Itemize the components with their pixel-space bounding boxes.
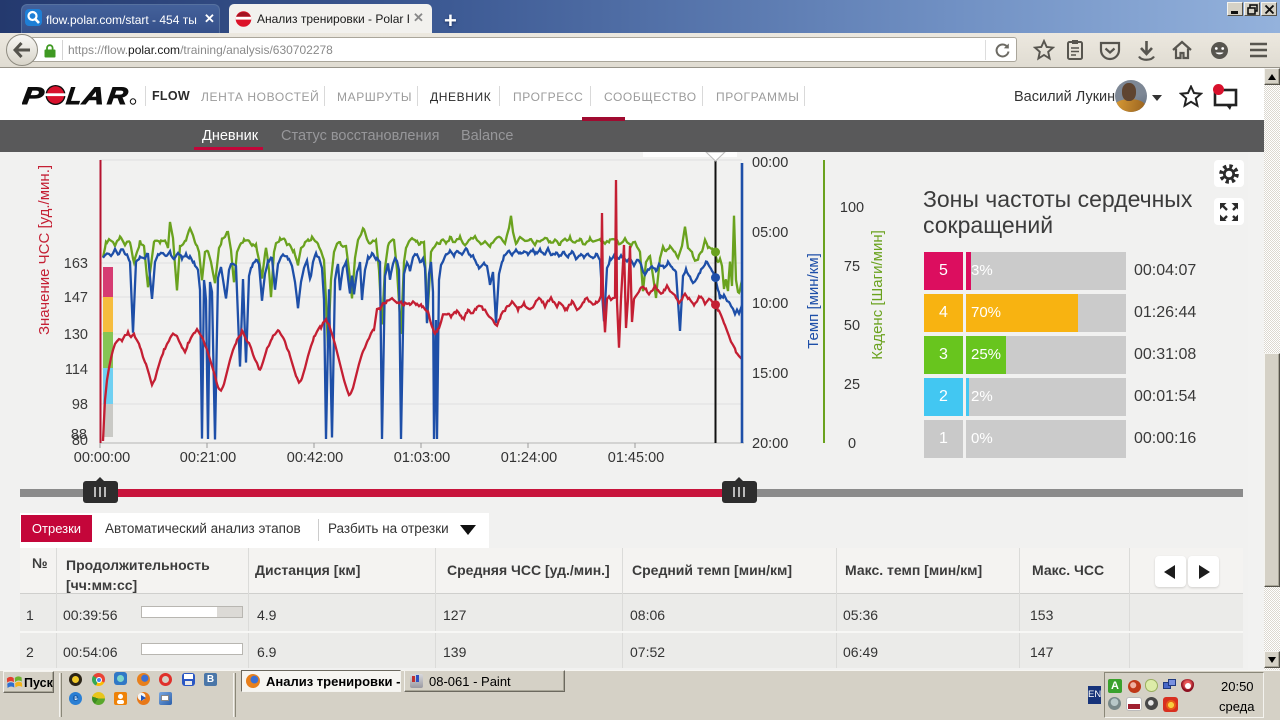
svg-text:15:00: 15:00 [752,366,788,382]
svg-text:01:03:00: 01:03:00 [394,450,450,466]
svg-text:50: 50 [844,318,860,334]
svg-text:25: 25 [844,377,860,393]
svg-text:00:00: 00:00 [752,155,788,171]
svg-text:01:45:00: 01:45:00 [608,450,664,466]
svg-text:88: 88 [71,427,87,443]
svg-text:98: 98 [72,397,88,413]
svg-text:0: 0 [848,436,856,452]
svg-text:00:00:00: 00:00:00 [74,450,130,466]
svg-text:Каденс [Шаги/мин]: Каденс [Шаги/мин] [869,230,886,360]
svg-text:147: 147 [64,290,88,306]
svg-text:Темп [мин/км]: Темп [мин/км] [805,253,822,349]
svg-text:Значение ЧСС [уд./мин.]: Значение ЧСС [уд./мин.] [36,165,53,335]
svg-text:L: L [65,85,83,105]
svg-text:10:00: 10:00 [752,296,788,312]
svg-text:80: 80 [72,433,88,449]
svg-text:05:00: 05:00 [752,225,788,241]
svg-text:20:00: 20:00 [752,436,788,452]
svg-text:R: R [106,85,130,105]
svg-text:114: 114 [65,362,88,378]
svg-text:100: 100 [840,200,864,216]
svg-text:01:24:00: 01:24:00 [501,450,557,466]
svg-text:P: P [22,85,46,105]
svg-text:130: 130 [64,327,88,343]
svg-text:163: 163 [64,256,88,272]
svg-text:A: A [80,85,107,105]
svg-text:00:21:00: 00:21:00 [180,450,236,466]
svg-text:75: 75 [844,259,860,275]
svg-text:00:42:00: 00:42:00 [287,450,343,466]
